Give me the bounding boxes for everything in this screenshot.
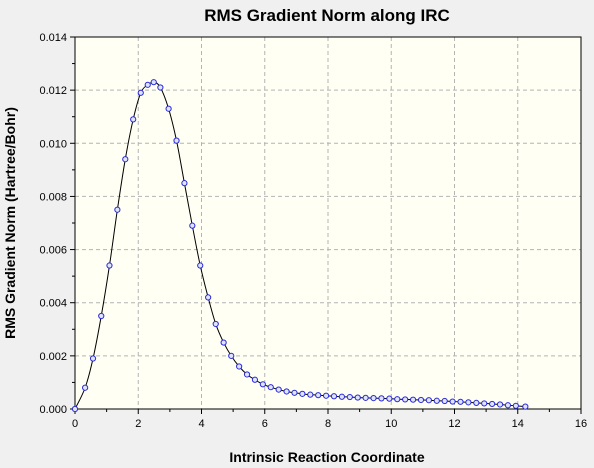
data-point (251, 376, 259, 383)
series-markers (71, 79, 529, 413)
data-point (173, 137, 180, 144)
data-point (378, 395, 385, 402)
data-point (512, 402, 519, 409)
y-tick-label: 0.000 (39, 404, 67, 416)
data-point (394, 396, 401, 403)
data-point (243, 371, 251, 378)
data-point (323, 392, 330, 399)
data-point (433, 397, 440, 404)
y-tick-label: 0.002 (39, 351, 67, 363)
data-point (122, 156, 129, 163)
data-point (449, 398, 456, 405)
data-point (71, 405, 79, 413)
data-point (386, 395, 393, 402)
data-point (489, 400, 496, 408)
data-point (496, 401, 504, 408)
data-point (267, 384, 274, 391)
data-point (409, 396, 417, 403)
data-point (259, 381, 266, 388)
data-point (425, 397, 432, 404)
data-point (157, 84, 164, 91)
axis-ticks (70, 36, 582, 414)
tick-labels: 0 2 4 6 8 10 12 14 16 0.000 0.002 0.004 0.006 0.008 0.… (39, 32, 587, 430)
data-point (114, 206, 121, 213)
x-tick-label: 4 (198, 418, 204, 430)
data-point (362, 394, 369, 401)
y-tick-label: 0.006 (39, 245, 67, 257)
data-point (417, 396, 425, 404)
data-point (457, 398, 464, 405)
x-tick-label: 8 (325, 418, 331, 430)
data-point (98, 312, 105, 320)
data-point (473, 399, 480, 406)
x-tick-label: 2 (135, 418, 141, 430)
x-tick-label: 0 (72, 418, 78, 430)
y-tick-label: 0.012 (39, 85, 67, 97)
data-point (197, 262, 204, 269)
y-tick-label: 0.008 (39, 191, 67, 203)
data-point (283, 388, 290, 395)
data-point (137, 89, 144, 96)
y-tick-label: 0.004 (39, 298, 67, 310)
data-point (315, 392, 322, 399)
chart-title: RMS Gradient Norm along IRC (204, 6, 450, 25)
data-point (402, 396, 409, 403)
data-point (481, 400, 488, 407)
data-point (299, 390, 306, 397)
x-tick-label: 10 (385, 418, 397, 430)
data-point (370, 395, 377, 402)
data-point (144, 81, 151, 88)
x-tick-label: 14 (512, 418, 524, 430)
data-point (181, 180, 188, 187)
data-point (275, 386, 282, 393)
data-point (236, 363, 243, 370)
data-point (522, 403, 529, 410)
data-point (441, 397, 448, 405)
data-point (165, 105, 172, 112)
x-tick-label: 12 (448, 418, 460, 430)
y-tick-label: 0.010 (39, 138, 67, 150)
data-point (130, 116, 137, 123)
y-axis-label: RMS Gradient Norm (Hartree/Bohr) (2, 107, 18, 339)
data-point (212, 320, 219, 328)
data-point (82, 384, 89, 391)
data-point (354, 394, 361, 401)
data-point (346, 393, 353, 401)
data-point (205, 294, 212, 301)
data-point (504, 402, 512, 409)
y-tick-label: 0.014 (39, 32, 67, 44)
data-point (338, 393, 346, 400)
x-tick-label: 16 (575, 418, 587, 430)
data-point (189, 222, 196, 229)
data-point (330, 393, 338, 400)
data-point (89, 355, 97, 362)
x-axis-label: Intrinsic Reaction Coordinate (229, 449, 424, 465)
x-tick-label: 6 (262, 418, 268, 430)
grid (75, 37, 581, 409)
data-point (150, 79, 157, 86)
data-point (228, 352, 235, 359)
data-point (106, 262, 113, 269)
data-point (307, 391, 314, 398)
data-point (220, 339, 227, 346)
data-point (291, 389, 298, 396)
data-point (465, 399, 472, 406)
